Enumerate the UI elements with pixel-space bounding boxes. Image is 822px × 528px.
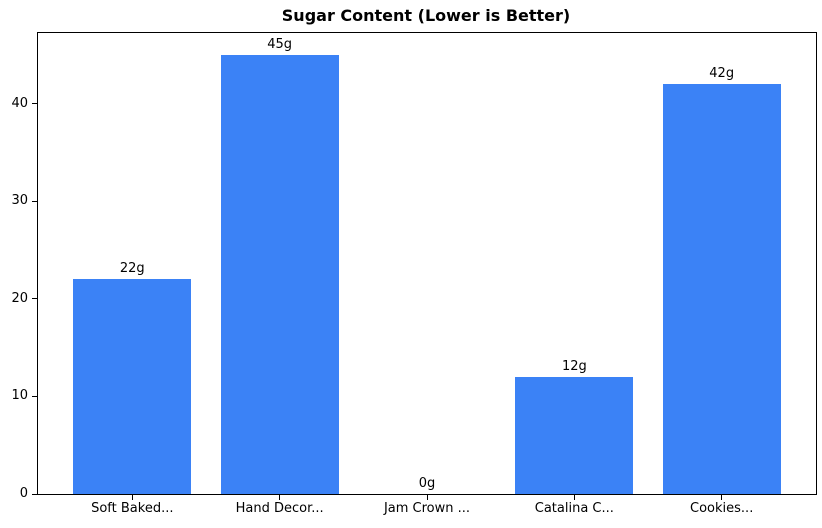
x-axis-tick [573, 495, 575, 500]
bar-value-label: 22g [119, 261, 145, 277]
x-axis-tick [721, 495, 723, 500]
bar [662, 84, 781, 494]
x-axis-tick [279, 495, 281, 500]
bar [515, 376, 634, 494]
x-axis-category-label: Jam Crown ... [383, 501, 471, 516]
x-axis-tick [131, 495, 133, 500]
y-axis-tick-label: 40 [11, 95, 28, 111]
bar-value-label: 42g [709, 66, 735, 82]
bar [220, 54, 339, 494]
chart-title: Sugar Content (Lower is Better) [281, 6, 571, 25]
y-axis-tick-label: 20 [11, 290, 28, 306]
bar-value-label: 0g [418, 476, 436, 491]
x-axis-category-label: Soft Baked... [91, 501, 174, 516]
bar [73, 279, 192, 494]
y-axis-tick [32, 200, 37, 202]
y-axis-tick [32, 395, 37, 397]
x-axis-category-label: Cookies... [690, 501, 754, 516]
plot-area: 0 10 20 30 40 Soft Baked... 22g Hand Decor... 45… [11, 32, 817, 516]
y-axis-tick [32, 298, 37, 300]
x-axis-category-label: Hand Decor... [235, 501, 324, 516]
bar-value-label: 12g [561, 358, 587, 374]
bar-value-label: 45g [267, 36, 293, 52]
y-axis-tick [32, 103, 37, 105]
y-axis-tick-label: 0 [19, 486, 28, 501]
y-axis-tick-label: 10 [11, 388, 28, 404]
x-axis-tick [426, 495, 428, 500]
y-axis-tick-label: 30 [11, 193, 28, 209]
y-axis-tick [32, 493, 37, 495]
x-axis-category-label: Catalina C... [534, 501, 614, 516]
